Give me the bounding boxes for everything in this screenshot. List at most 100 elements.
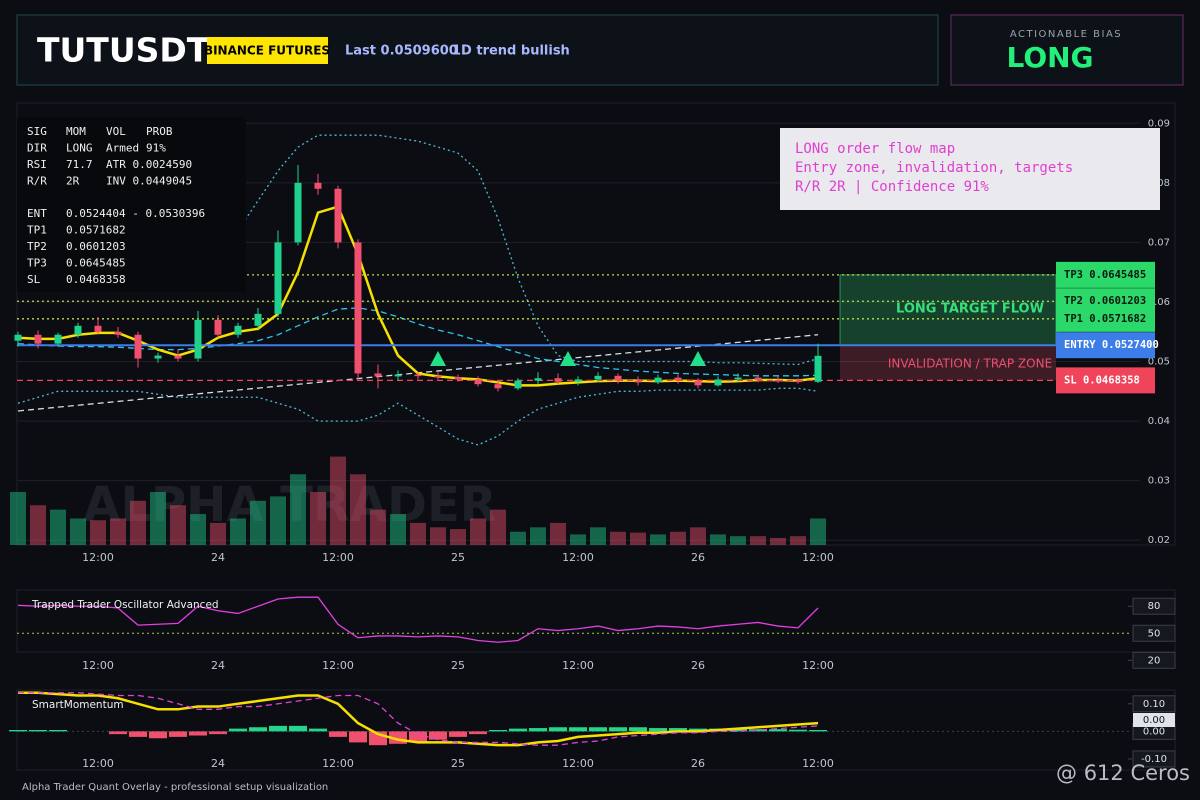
bias-label: ACTIONABLE BIAS <box>1010 29 1122 40</box>
histogram-bar <box>749 729 767 732</box>
stats-cell: 91% <box>146 142 166 155</box>
candle-body <box>774 379 782 382</box>
volume-bar <box>270 496 286 545</box>
stats-level-cell: TP1 <box>27 224 47 237</box>
oscillator-chart: 80 50 20 Trapped Trader Oscillator Advanced… <box>17 596 1176 672</box>
candle-body <box>254 313 262 326</box>
stats-cell: DIR <box>27 142 47 155</box>
indicator-line <box>18 691 819 747</box>
stats-cell: MOM <box>66 125 86 138</box>
candle-body <box>594 375 602 380</box>
tick-box <box>1132 651 1176 669</box>
candle-body <box>634 380 642 383</box>
volume-bar <box>110 518 126 545</box>
candle-body <box>694 380 702 386</box>
histogram-bar <box>409 731 427 743</box>
stats-level-cell: 0.0468358 <box>66 273 126 286</box>
stats-cell: LONG <box>66 142 93 155</box>
volume-bar <box>430 527 446 545</box>
x-tick-label: 12:00 <box>322 551 354 564</box>
histogram-bar <box>589 727 607 732</box>
volume-bar <box>570 534 586 545</box>
histogram-bar <box>149 731 167 739</box>
volume-bar <box>310 491 326 545</box>
y-tick-label: -0.10 <box>1141 754 1167 765</box>
bias-value: LONG <box>1006 41 1093 74</box>
candle-body <box>754 377 762 380</box>
x-tick-label: 12:00 <box>322 757 354 770</box>
annotation-line: Entry zone, invalidation, targets <box>795 160 1073 176</box>
stats-cell: 71.7 <box>66 158 93 171</box>
stats-cell: PROB <box>146 125 173 138</box>
histogram-bar <box>509 728 527 732</box>
volume-bar <box>550 522 566 545</box>
y-tick-label: 0.04 <box>1148 416 1170 427</box>
y-tick-label: 0.05 <box>1148 357 1170 368</box>
header-box <box>16 14 939 86</box>
volume-bar <box>750 536 766 545</box>
exchange-badge-text: BINANCE FUTURES <box>204 44 330 58</box>
histogram-bar <box>9 730 27 732</box>
zone-label: INVALIDATION / TRAP ZONE <box>888 356 1052 370</box>
background-watermark: ALPHA TRADER <box>83 477 496 533</box>
main-chart: ALPHA TRADER0.020.030.040.050.060.070.08… <box>10 118 1170 564</box>
x-tick-label: 12:00 <box>82 757 114 770</box>
signal-marker <box>430 351 446 366</box>
volume-bar <box>250 500 266 545</box>
histogram-bar <box>629 727 647 732</box>
candle-body <box>714 379 722 386</box>
x-tick-label: 12:00 <box>322 659 354 672</box>
stats-table: SIG MOM VOL PROB DIR LONG Armed 91% RSI 71.7 ATR 0… <box>27 125 205 286</box>
candle-body <box>494 384 502 389</box>
histogram-bar <box>189 731 207 736</box>
histogram-bar <box>129 731 147 737</box>
histogram-bar <box>249 727 267 732</box>
histogram-bar <box>209 731 227 735</box>
volume-bar <box>510 531 526 545</box>
histogram-bar <box>569 727 587 732</box>
volume-bar <box>410 522 426 545</box>
signal-marker <box>560 351 576 366</box>
candle-body <box>14 334 22 341</box>
candle-body <box>354 242 362 374</box>
level-label: SL 0.0468358 <box>1064 374 1140 386</box>
histogram-bar <box>669 728 687 732</box>
volume-bar <box>470 518 486 545</box>
candle-body <box>534 378 542 381</box>
target-zone <box>839 274 1057 346</box>
volume-bar <box>590 527 606 545</box>
oscillator-panel <box>16 589 1176 653</box>
bias-box <box>950 14 1184 86</box>
momentum-chart: 0.10 0.00 -0.10 0.00 SmartMomentum 12:00 24 12:… <box>9 691 1176 770</box>
candle-body <box>274 242 282 314</box>
stats-level-cell: SL <box>27 273 41 286</box>
stats-cell: SIG <box>27 125 47 138</box>
overlay-line <box>17 387 819 446</box>
indicator-line <box>17 596 819 643</box>
volume-bar <box>490 509 506 545</box>
x-tick-label: 26 <box>691 659 705 672</box>
candle-body <box>554 378 562 382</box>
histogram-bar <box>109 731 127 735</box>
volume-bar <box>810 518 826 545</box>
x-tick-label: 24 <box>211 659 225 672</box>
stats-level-cell: 0.0645485 <box>66 257 126 270</box>
x-tick-label: 12:00 <box>562 757 594 770</box>
annotation: LONG order flow map Entry zone, invalidat… <box>795 141 1073 195</box>
y-tick-label: 50 <box>1148 628 1161 639</box>
watermark: @ 612 Ceros <box>1056 761 1190 785</box>
y-tick-label: 80 <box>1148 601 1161 612</box>
histogram-bar <box>549 727 567 732</box>
histogram-bar <box>769 729 787 732</box>
volume-bar <box>10 491 26 545</box>
histogram-bar <box>429 731 447 740</box>
histogram-bar <box>29 730 47 732</box>
candle-body <box>294 182 302 243</box>
x-tick-label: 12:00 <box>562 659 594 672</box>
candle-body <box>394 374 402 377</box>
stats-level-cell: 0.0524404 - 0.0530396 <box>66 207 205 220</box>
level-box <box>1056 367 1155 394</box>
histogram-bar <box>649 728 667 732</box>
histogram-bar <box>449 731 467 737</box>
